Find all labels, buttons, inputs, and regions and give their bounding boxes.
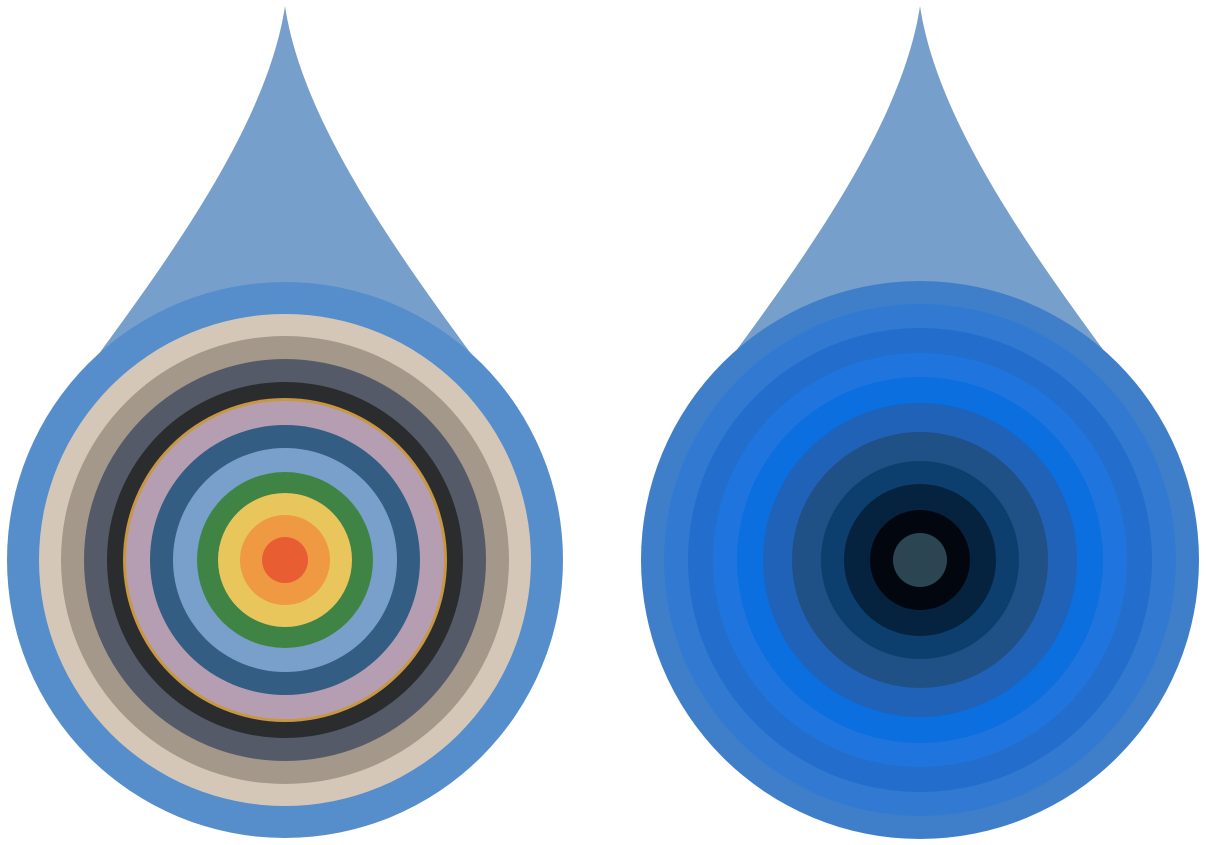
left-drop: [7, 6, 563, 838]
left-drop-tip: [98, 6, 472, 355]
right-ring-11: [893, 533, 947, 587]
right-drop: [641, 6, 1199, 839]
right-drop-rings: [641, 281, 1199, 839]
right-drop-tip: [733, 6, 1107, 355]
left-drop-rings: [7, 282, 563, 838]
left-ring-13: [262, 537, 308, 583]
